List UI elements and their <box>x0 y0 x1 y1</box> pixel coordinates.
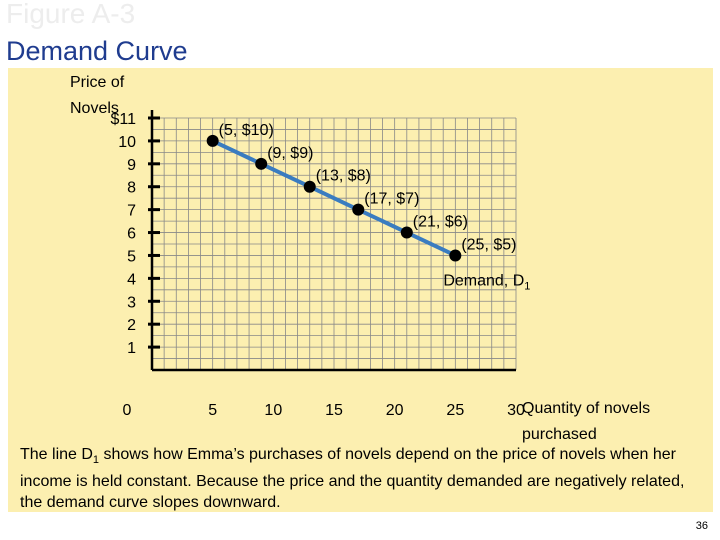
y-axis-label-line1: Price of <box>70 74 125 91</box>
y-tick-label: 8 <box>127 180 136 197</box>
data-point-label: (5, $10) <box>219 122 274 139</box>
data-point-label: (25, $5) <box>461 236 516 253</box>
figure-caption: The line D1 shows how Emma’s purchases o… <box>20 444 710 513</box>
data-point-label: (17, $7) <box>364 191 419 208</box>
y-tick-label: 5 <box>127 248 136 265</box>
y-tick-label: 7 <box>127 203 136 220</box>
x-tick-label: 0 <box>123 402 132 419</box>
chart-grid <box>152 117 517 370</box>
y-tick-label: 2 <box>127 317 136 334</box>
data-point-label: (13, $8) <box>316 168 371 185</box>
y-tick-label: 1 <box>127 340 136 357</box>
x-tick-label: 30 <box>507 402 525 419</box>
demand-line <box>210 138 458 258</box>
data-point-label: (21, $6) <box>413 214 468 231</box>
y-axis-label-line2: Novels <box>70 100 119 117</box>
x-tick-label: 10 <box>264 402 282 419</box>
slide-title: Demand Curve <box>6 36 188 66</box>
x-axis-label-line1: Quantity of novels <box>522 400 651 417</box>
chart-labels: (5, $10) (9, $9)(13, $8) (17, $7) (21, $6) (… <box>219 122 531 293</box>
y-tick-label: 9 <box>127 157 136 174</box>
caption-text-start: The line D <box>20 446 93 463</box>
x-tick-label: 5 <box>208 402 217 419</box>
y-tick-label: $11 <box>110 111 136 128</box>
y-tick-label: 6 <box>127 226 136 243</box>
y-tick-label: 4 <box>127 271 136 288</box>
data-point <box>255 157 268 170</box>
x-axis-label-line2: purchased <box>522 426 597 443</box>
demand-curve-label: Demand, D1 <box>443 272 530 292</box>
data-point <box>449 249 462 262</box>
y-tick-label: 3 <box>127 294 136 311</box>
data-point <box>352 203 365 216</box>
y-tick-label: 10 <box>118 134 136 151</box>
page-number: 36 <box>695 520 708 532</box>
data-point-label: (9, $9) <box>267 145 313 162</box>
x-tick-label: 15 <box>325 402 343 419</box>
data-points <box>206 134 462 262</box>
x-tick-label: 20 <box>386 402 404 419</box>
data-point <box>206 134 219 147</box>
data-point <box>303 180 316 193</box>
caption-text-end: shows how Emma’s purchases of novels dep… <box>20 446 685 512</box>
x-tick-label: 25 <box>446 402 464 419</box>
figure-label: Figure A-3 <box>6 0 136 29</box>
caption-subscript: 1 <box>92 454 100 467</box>
data-point <box>400 226 413 239</box>
demand-line-layer <box>210 138 458 258</box>
